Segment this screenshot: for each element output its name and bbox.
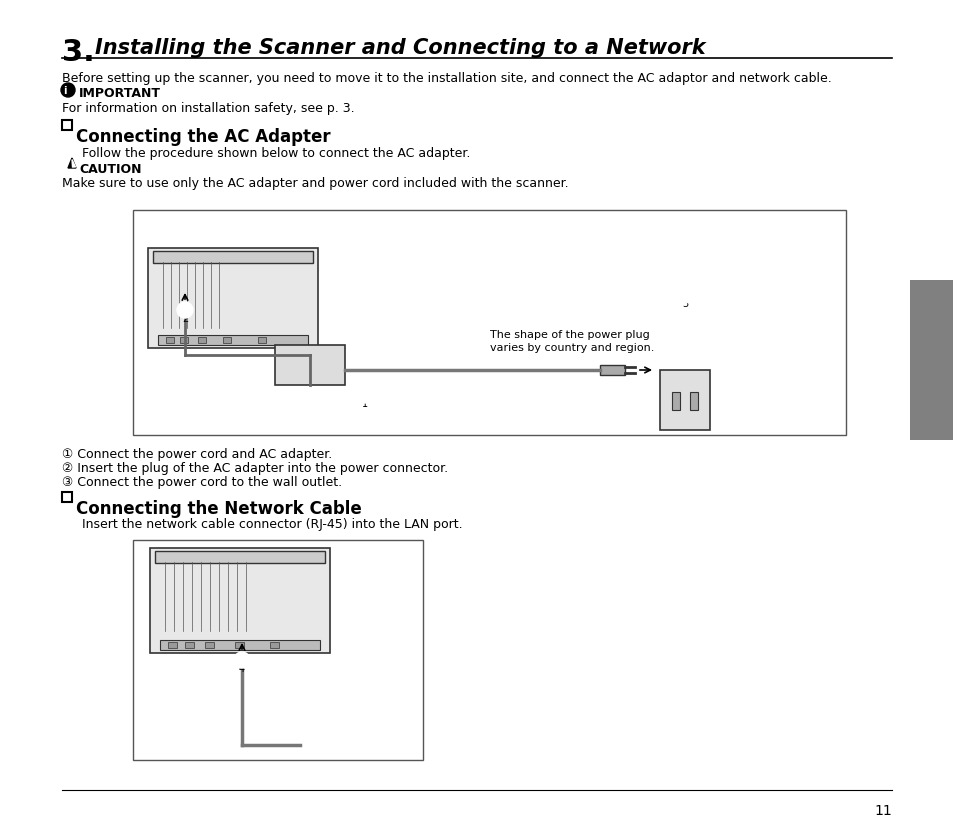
Bar <box>154 551 325 563</box>
Bar <box>689 392 698 410</box>
Text: ① Connect the power cord and AC adapter.: ① Connect the power cord and AC adapter. <box>62 448 332 461</box>
Bar <box>599 365 624 375</box>
Text: Before setting up the scanner, you need to move it to the installation site, and: Before setting up the scanner, you need … <box>62 72 831 85</box>
Text: Make sure to use only the AC adapter and power cord included with the scanner.: Make sure to use only the AC adapter and… <box>62 177 568 190</box>
Polygon shape <box>68 158 76 168</box>
Text: i: i <box>63 86 67 96</box>
Text: Follow the procedure shown below to connect the AC adapter.: Follow the procedure shown below to conn… <box>82 147 470 160</box>
Bar <box>223 337 231 343</box>
Bar <box>671 392 679 410</box>
Text: ② Insert the plug of the AC adapter into the power connector.: ② Insert the plug of the AC adapter into… <box>62 462 448 475</box>
Circle shape <box>677 287 692 303</box>
Circle shape <box>233 652 250 668</box>
Circle shape <box>177 302 193 318</box>
Text: ③ Connect the power cord to the wall outlet.: ③ Connect the power cord to the wall out… <box>62 476 342 489</box>
Bar <box>166 337 173 343</box>
Bar <box>160 640 319 650</box>
Circle shape <box>356 387 373 403</box>
Bar <box>659 370 709 430</box>
Text: Connecting the AC Adapter: Connecting the AC Adapter <box>76 128 331 146</box>
Bar <box>148 248 317 348</box>
Text: Connecting the Network Cable: Connecting the Network Cable <box>76 500 361 518</box>
Text: CAUTION: CAUTION <box>79 163 141 176</box>
Bar <box>198 337 206 343</box>
Text: 2: 2 <box>182 314 188 324</box>
Text: IMPORTANT: IMPORTANT <box>79 87 161 100</box>
Bar <box>274 345 345 385</box>
Text: 1: 1 <box>361 399 368 409</box>
Bar <box>150 548 330 653</box>
Bar <box>62 492 71 502</box>
Text: Installing the Scanner and Connecting to a Network: Installing the Scanner and Connecting to… <box>95 38 705 58</box>
Bar <box>152 251 313 263</box>
Bar <box>168 642 177 648</box>
Text: The shape of the power plug: The shape of the power plug <box>490 330 649 340</box>
Bar <box>132 210 845 435</box>
Bar <box>180 337 188 343</box>
Text: 3: 3 <box>681 299 687 309</box>
Bar <box>62 120 71 130</box>
Bar <box>234 642 244 648</box>
Circle shape <box>61 83 75 97</box>
Text: 11: 11 <box>873 804 891 818</box>
Text: 4: 4 <box>238 664 245 674</box>
Bar <box>205 642 213 648</box>
Bar <box>270 642 278 648</box>
Bar <box>257 337 266 343</box>
Text: For information on installation safety, see p. 3.: For information on installation safety, … <box>62 102 355 115</box>
Polygon shape <box>71 160 75 167</box>
Bar <box>185 642 193 648</box>
Text: varies by country and region.: varies by country and region. <box>490 343 654 353</box>
Text: 3.: 3. <box>62 38 94 67</box>
Text: Insert the network cable connector (RJ-45) into the LAN port.: Insert the network cable connector (RJ-4… <box>82 518 462 531</box>
Bar <box>158 335 308 345</box>
Bar <box>909 280 953 440</box>
Bar <box>132 540 422 760</box>
